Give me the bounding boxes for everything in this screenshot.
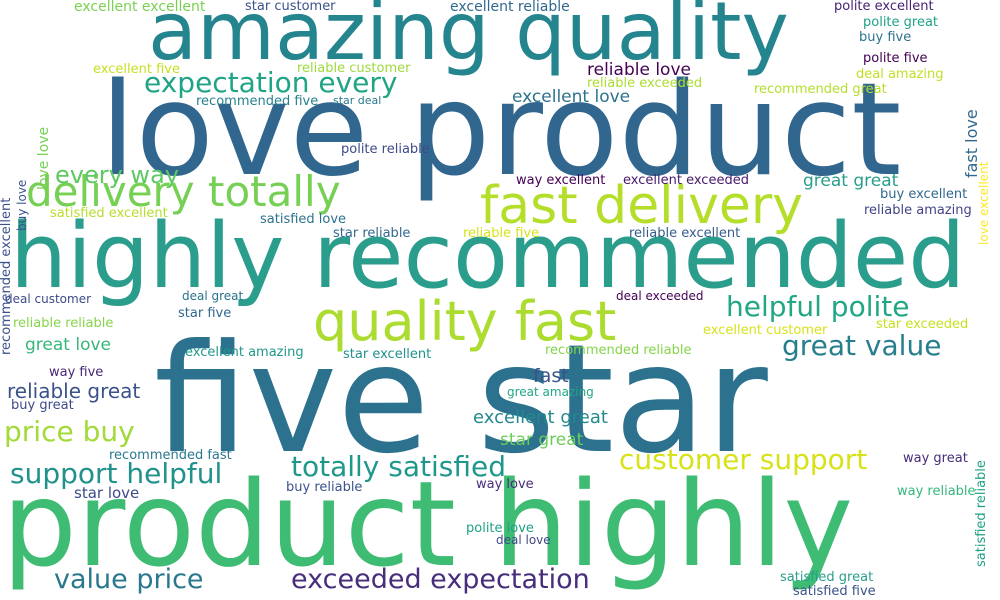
word: deal great [182, 289, 244, 303]
word: deal love [496, 533, 551, 547]
word: reliable excellent [629, 226, 741, 241]
word: expectation every [144, 66, 398, 99]
word: satisfied five [793, 584, 876, 599]
word: quality fast [313, 290, 617, 353]
word: star great [500, 430, 584, 450]
word: deal amazing [856, 67, 944, 82]
word: satisfied great [780, 570, 874, 585]
word: customer support [619, 443, 868, 476]
word: reliable love [587, 60, 691, 80]
word: excellent reliable [450, 0, 570, 15]
word: reliable reliable [13, 316, 114, 331]
word: excellent excellent [74, 0, 206, 15]
word: polite five [863, 51, 928, 66]
word: way five [49, 365, 104, 380]
word: recommended excellent [0, 197, 14, 355]
word: helpful polite [726, 290, 910, 323]
word: love excellent [977, 161, 991, 245]
word: satisfied reliable [974, 460, 989, 567]
word: amazing quality [148, 0, 789, 78]
word: value price [54, 564, 204, 595]
word: every way [55, 161, 179, 189]
word: reliable five [463, 226, 540, 241]
word: highly recommended [10, 204, 966, 309]
word: love love [36, 126, 52, 190]
word: excellent great [473, 407, 608, 428]
word: fast delivery [480, 176, 803, 236]
word: reliable customer [297, 61, 411, 76]
word: star deal [333, 94, 382, 107]
word: star customer [245, 0, 336, 14]
word: great amazing [507, 385, 594, 399]
word: polite love [466, 521, 534, 536]
word: buy love [15, 179, 29, 231]
word: excellent amazing [185, 345, 304, 360]
word: polite excellent [834, 0, 934, 14]
word: support helpful [10, 457, 223, 490]
word: five star [154, 313, 768, 487]
word: recommended great [754, 82, 887, 97]
word: fast [533, 365, 569, 387]
word: excellent exceeded [623, 173, 749, 188]
word: excellent love [512, 87, 631, 107]
word: deal customer [5, 292, 92, 306]
word: great great [803, 171, 899, 191]
word: way great [903, 451, 968, 466]
word: way excellent [516, 173, 606, 188]
word: great value [782, 329, 942, 362]
word: polite reliable [341, 142, 430, 157]
word: recommended fast [109, 448, 232, 463]
word: totally satisfied [291, 450, 507, 483]
word: star exceeded [876, 317, 969, 332]
word: buy excellent [880, 187, 968, 202]
word: recommended five [196, 94, 319, 109]
word: great love [25, 335, 111, 355]
word: recommended reliable [545, 343, 692, 358]
word: buy five [859, 30, 912, 45]
word: price buy [4, 415, 135, 448]
word: star five [178, 306, 232, 321]
word: excellent five [93, 62, 180, 77]
word: way love [476, 477, 534, 492]
word: excellent customer [703, 323, 828, 338]
word: satisfied excellent [50, 206, 168, 221]
word: reliable exceeded [587, 76, 703, 91]
word: polite great [863, 15, 939, 30]
word: reliable great [7, 379, 141, 403]
word: love product [100, 56, 902, 205]
word: buy reliable [286, 480, 363, 495]
word: reliable amazing [864, 203, 972, 218]
word: exceeded expectation [291, 564, 590, 595]
word: buy great [11, 398, 74, 413]
word: deal exceeded [616, 289, 704, 303]
word: star reliable [333, 226, 411, 241]
word: star excellent [343, 347, 432, 362]
word: product highly [2, 455, 854, 593]
word: delivery totally [26, 167, 341, 216]
word: satisfied love [260, 212, 347, 227]
word: way reliable [897, 484, 976, 499]
word: star love [74, 484, 140, 502]
